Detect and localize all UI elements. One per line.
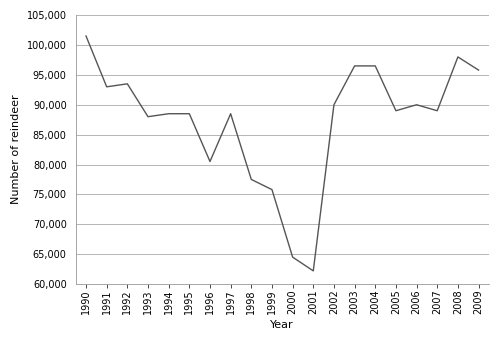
X-axis label: Year: Year: [270, 320, 294, 330]
Y-axis label: Number of reindeer: Number of reindeer: [11, 95, 21, 204]
